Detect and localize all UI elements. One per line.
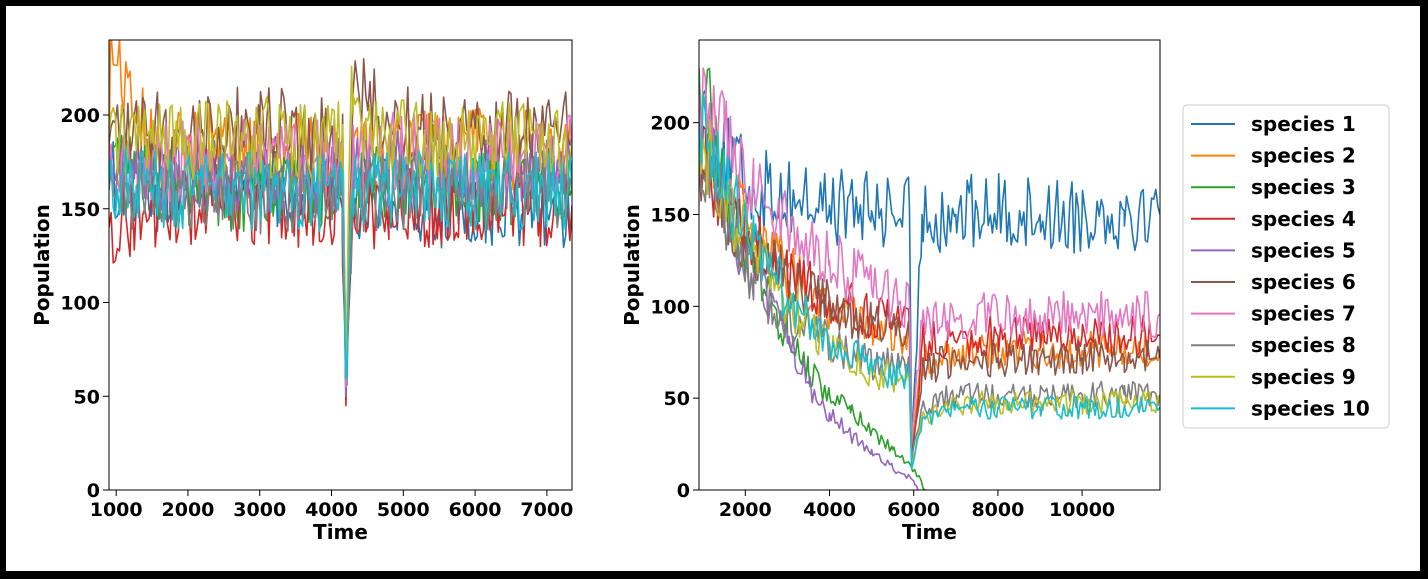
figure-frame: 1000 2000 3000 4000 5000 6000 7000 0 50 100 150 200…: [6, 6, 1420, 571]
series-line-5: [699, 122, 919, 490]
legend-entry-6: species 6: [1251, 270, 1356, 294]
series-line-7: [699, 67, 1160, 445]
series-line-10: [109, 146, 572, 380]
legend-entry-7: species 7: [1251, 302, 1356, 326]
axes-frame: [108, 39, 573, 491]
figure-canvas: 1000 2000 3000 4000 5000 6000 7000050100150200…: [30, 39, 1390, 544]
right-chart: 2000 4000 6000 8000 10000 0 50 100 150 200 Time Pop…: [620, 39, 1161, 544]
x-tick-label: 2000: [162, 499, 215, 521]
legend-entry-4: species 4: [1251, 207, 1356, 231]
x-tick-label: 10000: [1049, 499, 1115, 521]
series-line-4: [699, 125, 1160, 464]
y-tick-label: 0: [87, 480, 100, 502]
y-tick-label: 50: [74, 386, 100, 408]
series-line-10: [699, 93, 1160, 469]
y-tick-label: 150: [60, 199, 100, 221]
plot-area: [109, 40, 572, 407]
series-line-3: [699, 67, 927, 490]
series-line-1: [699, 89, 1160, 455]
legend-entry-1: species 1: [1251, 112, 1356, 136]
legend-entry-5: species 5: [1251, 238, 1356, 262]
plot-area: [699, 67, 1160, 490]
series-line-6: [699, 133, 1160, 458]
y-tick-label: 150: [650, 204, 690, 226]
y-tick-label: 200: [60, 105, 100, 127]
series-line-8: [699, 144, 1160, 464]
x-tick-label: 5000: [377, 499, 430, 521]
x-tick-label: 1000: [90, 499, 143, 521]
legend-box: [1182, 104, 1390, 429]
x-axis-label: Time: [902, 520, 957, 544]
legend-entry-2: species 2: [1251, 144, 1356, 168]
series-line-9: [109, 65, 572, 360]
y-axis-label: Population: [30, 204, 54, 326]
y-tick-label: 0: [677, 480, 690, 502]
x-tick-label: 6000: [887, 499, 940, 521]
x-tick-label: 3000: [233, 499, 286, 521]
legend-entry-3: species 3: [1251, 175, 1356, 199]
x-tick-label: 6000: [449, 499, 502, 521]
y-tick-label: 50: [664, 388, 690, 410]
x-tick-label: 4000: [305, 499, 358, 521]
x-tick-label: 7000: [520, 499, 573, 521]
y-axis-label: Population: [620, 204, 644, 326]
legend-entry-8: species 8: [1251, 333, 1356, 357]
x-tick-label: 8000: [971, 499, 1024, 521]
legend-entry-10: species 10: [1251, 396, 1370, 420]
legend-entry-9: species 9: [1251, 365, 1356, 389]
x-tick-label: 4000: [803, 499, 856, 521]
y-tick-label: 200: [650, 113, 690, 135]
y-tick-label: 100: [650, 296, 690, 318]
axes-frame: [698, 39, 1161, 491]
x-tick-label: 2000: [719, 499, 772, 521]
legend: species 1 species 2 species 3 species 4 spec…: [1182, 104, 1390, 429]
x-axis-label: Time: [313, 520, 368, 544]
series-line-2: [699, 102, 1160, 455]
left-chart: 1000 2000 3000 4000 5000 6000 7000 0 50 100 150 200…: [30, 39, 573, 544]
y-tick-label: 100: [60, 293, 100, 315]
